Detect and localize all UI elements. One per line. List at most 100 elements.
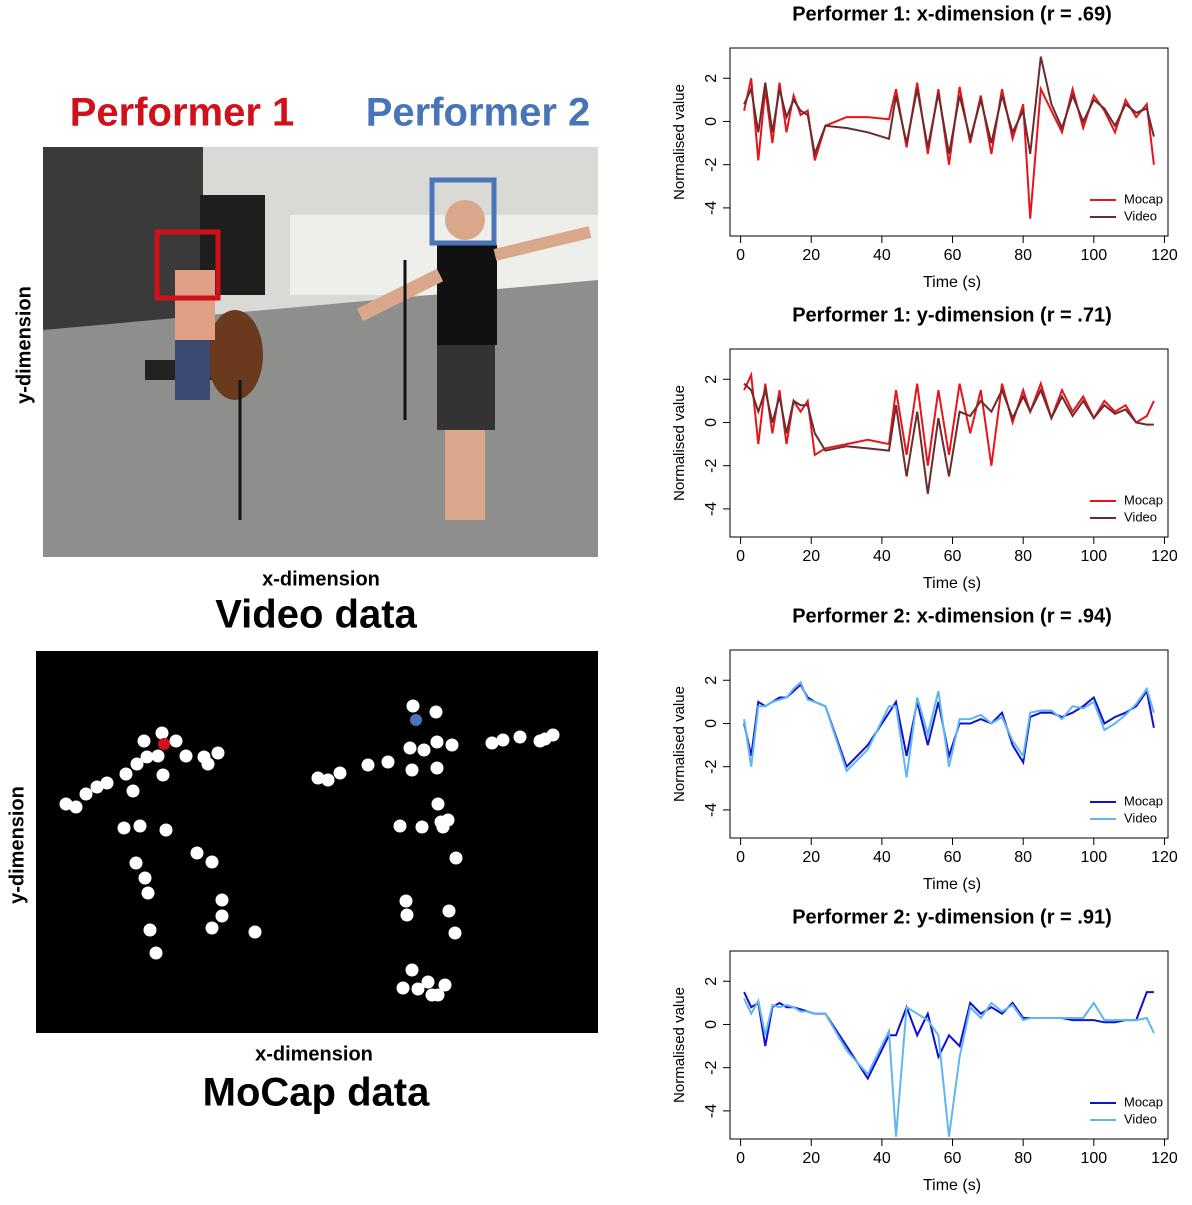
marker	[546, 728, 560, 742]
y-tick-label: -4	[703, 201, 720, 215]
marker	[138, 871, 152, 885]
x-tick-label: 0	[736, 247, 745, 264]
x-tick-label: 60	[944, 1150, 962, 1167]
marker	[403, 741, 417, 755]
y-tick-label: -2	[703, 759, 720, 773]
plot-frame	[729, 649, 1169, 839]
y-tick-label: -4	[703, 502, 720, 516]
mocap-frame	[36, 651, 598, 1033]
y-tick-label: 0	[703, 418, 720, 427]
series-line	[743, 680, 1155, 778]
x-tick-label: 20	[802, 548, 820, 565]
x-axis-label: Time (s)	[923, 876, 981, 893]
line-chart: Performer 2: y-dimension (r = .91)0 20 40 6…	[671, 906, 1178, 1194]
marker	[205, 921, 219, 935]
marker	[396, 981, 410, 995]
marker	[333, 766, 347, 780]
marker	[415, 820, 429, 834]
marker	[430, 735, 444, 749]
x-axis-label: Time (s)	[923, 1177, 981, 1194]
y-tick-label: -4	[703, 1104, 720, 1118]
marker	[361, 758, 375, 772]
marker	[321, 773, 335, 787]
legend-label: Video	[1124, 509, 1157, 524]
x-tick-label: 0	[736, 849, 745, 866]
x-tick-label: 60	[944, 548, 962, 565]
legend-label: Video	[1124, 208, 1157, 223]
y-tick-label: 2	[703, 74, 720, 83]
marker	[431, 797, 445, 811]
marker	[429, 705, 443, 719]
x-tick-label: 60	[944, 849, 962, 866]
x-tick-label: 100	[1080, 849, 1107, 866]
series-line	[743, 382, 1154, 494]
legend-label: Video	[1124, 810, 1157, 825]
x-tick-label: 120	[1151, 849, 1178, 866]
video-frame	[43, 147, 598, 557]
marker	[140, 750, 154, 764]
y-axis-label: Normalised value	[671, 987, 688, 1103]
marker	[141, 886, 155, 900]
y-tick-label: 0	[703, 1020, 720, 1029]
x-tick-label: 120	[1151, 247, 1178, 264]
x-tick-label: 0	[736, 1150, 745, 1167]
mocap-markers	[59, 699, 560, 1002]
performer-1-label: Performer 1	[70, 91, 295, 135]
marker	[126, 784, 140, 798]
marker	[133, 819, 147, 833]
marker	[421, 975, 435, 989]
marker	[438, 978, 452, 992]
plot-frame	[729, 348, 1169, 538]
x-tick-label: 80	[1014, 247, 1032, 264]
x-tick-label: 20	[802, 247, 820, 264]
marker	[215, 909, 229, 923]
marker	[169, 734, 183, 748]
marker	[190, 846, 204, 860]
marker	[399, 894, 413, 908]
marker	[425, 988, 439, 1002]
plot-frame	[729, 47, 1169, 237]
x-axis-label: x-dimension	[255, 1043, 373, 1065]
legend-label: Mocap	[1124, 793, 1163, 808]
y-tick-label: 0	[703, 719, 720, 728]
x-tick-label: 80	[1014, 849, 1032, 866]
marker	[201, 757, 215, 771]
marker	[156, 768, 170, 782]
plot-frame	[729, 950, 1169, 1140]
marker	[69, 800, 83, 814]
marker	[117, 821, 131, 835]
performer-2-label: Performer 2	[366, 91, 591, 135]
marker	[149, 946, 163, 960]
chart-title: Performer 1: x-dimension (r = .69)	[792, 3, 1112, 25]
marker	[130, 757, 144, 771]
line-chart: Performer 1: y-dimension (r = .71)0 20 40 6…	[671, 304, 1178, 592]
marker	[79, 787, 93, 801]
series-line	[743, 56, 1155, 158]
x-tick-label: 120	[1151, 548, 1178, 565]
marker	[513, 730, 527, 744]
x-tick-label: 0	[736, 548, 745, 565]
x-tick-label: 100	[1080, 548, 1107, 565]
x-tick-label: 40	[873, 1150, 891, 1167]
marker	[442, 904, 456, 918]
x-axis-label: Time (s)	[923, 575, 981, 592]
y-tick-label: 2	[703, 977, 720, 986]
marker	[496, 733, 510, 747]
panel-caption: MoCap data	[203, 1071, 430, 1115]
marker	[436, 820, 450, 834]
x-axis-label: Time (s)	[923, 274, 981, 291]
panel-caption: Video data	[215, 593, 417, 637]
marker	[485, 736, 499, 750]
marker	[406, 699, 420, 713]
y-tick-label: -2	[703, 458, 720, 472]
marker	[448, 926, 462, 940]
y-axis-label: Normalised value	[671, 84, 688, 200]
legend-label: Mocap	[1124, 1094, 1163, 1109]
marker	[393, 819, 407, 833]
marker	[311, 771, 325, 785]
series-line	[743, 371, 1155, 466]
x-tick-label: 100	[1080, 1150, 1107, 1167]
line-chart: Performer 2: x-dimension (r = .94)0 20 40 6…	[671, 605, 1178, 893]
marker	[151, 749, 165, 763]
marker	[400, 908, 414, 922]
